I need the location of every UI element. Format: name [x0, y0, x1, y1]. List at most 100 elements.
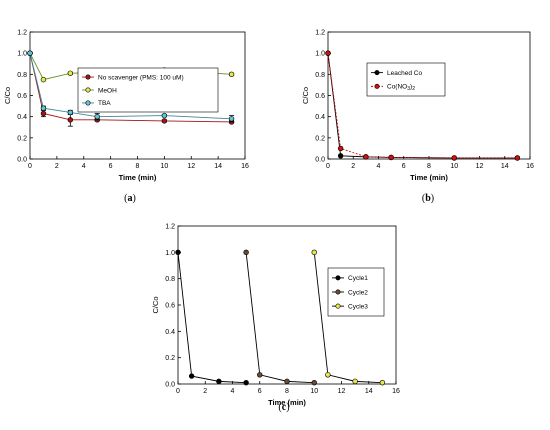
y-tick-label: 0.2 [17, 135, 27, 142]
data-point [337, 153, 344, 159]
y-tick-label: 0.8 [165, 276, 175, 283]
x-tick-label: 6 [402, 163, 406, 170]
y-tick-label: 1.2 [165, 224, 175, 231]
data-point [67, 70, 74, 76]
legend-swatch-marker [85, 100, 91, 106]
x-tick-label: 12 [476, 163, 484, 170]
x-tick-label: 10 [450, 163, 458, 170]
data-point [67, 109, 74, 116]
series-line-1 [29, 53, 232, 123]
series-line-3 [29, 53, 232, 120]
legend-label: Cycle3 [348, 303, 368, 310]
legend: No scavenger (PMS: 100 uM) MeOH TBA [77, 67, 219, 113]
data-point [94, 113, 100, 120]
data-point [67, 117, 74, 123]
x-axis-label: Time (min) [410, 173, 448, 182]
legend-swatch-marker [85, 87, 91, 93]
x-tick-label: 16 [526, 163, 534, 170]
data-point [161, 118, 168, 124]
data-point [352, 378, 358, 385]
data-point [311, 249, 317, 256]
x-tick-label: 10 [160, 163, 168, 170]
chart-panel-2: 0 2 4 6 8 10 12 14 16 0.0 0.2 0.4 0.6 0.8 1.0 1.2 Time (… [301, 30, 534, 205]
data-point [337, 145, 344, 152]
data-point [325, 50, 331, 56]
y-tick-label: 0.0 [165, 382, 175, 389]
data-point [311, 379, 317, 386]
y-axis-label: C/Co [151, 296, 160, 313]
chart-panel-1: 0 2 4 6 8 10 12 14 16 0.0 0.2 0.4 0.6 0.8 1.0 1.2 Time (… [3, 30, 249, 205]
x-tick-label: 16 [392, 388, 400, 395]
legend-swatch-marker [85, 74, 91, 80]
y-tick-label: 0.0 [17, 157, 27, 164]
y-tick-label: 0.6 [17, 93, 27, 100]
legend-label: TBA [98, 100, 111, 107]
y-tick-label: 0.0 [315, 157, 325, 164]
legend-swatch-marker [335, 275, 341, 281]
legend-label: Cycle1 [348, 275, 368, 282]
legend-swatch-marker [374, 83, 380, 89]
x-axis-label: Time (min) [119, 173, 157, 182]
x-tick-label: 10 [310, 388, 318, 395]
x-tick-label: 2 [203, 388, 207, 395]
x-tick-label: 2 [55, 163, 59, 170]
y-tick-label: 1.0 [315, 51, 325, 58]
y-tick-label: 0.8 [315, 72, 325, 79]
legend: Leached Co Co(NO3)2 [366, 62, 446, 97]
data-point [243, 249, 249, 256]
legend-box [366, 62, 446, 97]
data-point [161, 112, 168, 119]
data-point [451, 155, 457, 161]
series-line-2 [327, 53, 518, 159]
data-point [27, 50, 33, 56]
y-tick-label: 0.6 [315, 93, 325, 100]
legend-box [77, 67, 219, 113]
y-tick-label: 0.4 [315, 114, 325, 121]
x-tick-label: 4 [377, 163, 381, 170]
data-point [40, 110, 47, 117]
data-point [325, 372, 331, 378]
legend-swatch-marker [374, 70, 380, 76]
legend-label: No scavenger (PMS: 100 uM) [98, 74, 184, 81]
x-tick-label: 12 [338, 388, 346, 395]
legend-label: Co(NO3)2 [387, 84, 415, 93]
x-axis-label: Time (min) [268, 398, 306, 407]
y-tick-label: 0.6 [165, 303, 175, 310]
x-tick-label: 8 [427, 163, 431, 170]
data-point [175, 249, 181, 256]
data-point [40, 105, 47, 111]
data-point [216, 378, 222, 385]
x-tick-label: 8 [285, 388, 289, 395]
legend-label: MeOH [98, 87, 117, 94]
data-point [284, 378, 290, 385]
y-tick-label: 1.2 [315, 30, 325, 37]
data-point [228, 71, 235, 78]
data-point [514, 155, 521, 161]
legend-label: Cycle2 [348, 289, 368, 296]
y-tick-label: 0.8 [17, 72, 27, 79]
panel-label: (a) [124, 193, 136, 204]
x-tick-label: 0 [28, 163, 32, 170]
series-line-3 [313, 252, 383, 384]
x-tick-label: 0 [326, 163, 330, 170]
x-tick-label: 14 [501, 163, 509, 170]
data-point [379, 379, 386, 386]
data-point [388, 154, 394, 161]
x-tick-label: 4 [231, 388, 235, 395]
series-line-1 [177, 252, 247, 384]
x-tick-label: 6 [109, 163, 113, 170]
y-axis-label: C/Co [301, 87, 310, 104]
data-point [363, 154, 369, 160]
y-axis-label: C/Co [3, 87, 12, 104]
data-point [188, 373, 195, 379]
x-tick-label: 0 [176, 388, 180, 395]
y-tick-label: 1.2 [17, 30, 27, 37]
panel-label: (c) [278, 402, 289, 413]
x-tick-label: 14 [365, 388, 373, 395]
y-tick-label: 0.4 [165, 329, 175, 336]
y-tick-label: 0.4 [17, 114, 27, 121]
legend-label: Leached Co [387, 70, 422, 77]
legend-swatch-marker [335, 303, 341, 309]
